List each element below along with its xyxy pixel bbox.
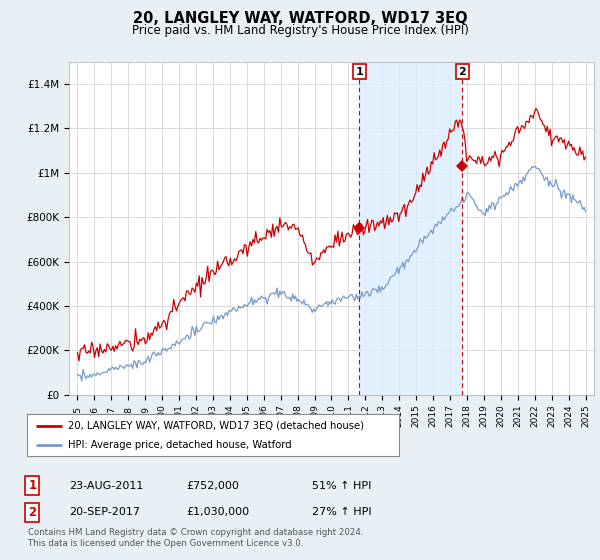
Text: 1: 1 <box>356 67 364 77</box>
Text: £752,000: £752,000 <box>186 480 239 491</box>
Text: 20, LANGLEY WAY, WATFORD, WD17 3EQ: 20, LANGLEY WAY, WATFORD, WD17 3EQ <box>133 11 467 26</box>
Text: 23-AUG-2011: 23-AUG-2011 <box>69 480 143 491</box>
Text: Price paid vs. HM Land Registry's House Price Index (HPI): Price paid vs. HM Land Registry's House … <box>131 24 469 36</box>
Text: 27% ↑ HPI: 27% ↑ HPI <box>312 507 371 517</box>
Text: 51% ↑ HPI: 51% ↑ HPI <box>312 480 371 491</box>
Text: 20, LANGLEY WAY, WATFORD, WD17 3EQ (detached house): 20, LANGLEY WAY, WATFORD, WD17 3EQ (deta… <box>68 421 364 431</box>
Text: 2: 2 <box>458 67 466 77</box>
Text: 1: 1 <box>28 479 37 492</box>
Text: HPI: Average price, detached house, Watford: HPI: Average price, detached house, Watf… <box>68 440 292 450</box>
Text: £1,030,000: £1,030,000 <box>186 507 249 517</box>
Text: 20-SEP-2017: 20-SEP-2017 <box>69 507 140 517</box>
Text: Contains HM Land Registry data © Crown copyright and database right 2024.
This d: Contains HM Land Registry data © Crown c… <box>28 528 364 548</box>
Text: 2: 2 <box>28 506 37 519</box>
